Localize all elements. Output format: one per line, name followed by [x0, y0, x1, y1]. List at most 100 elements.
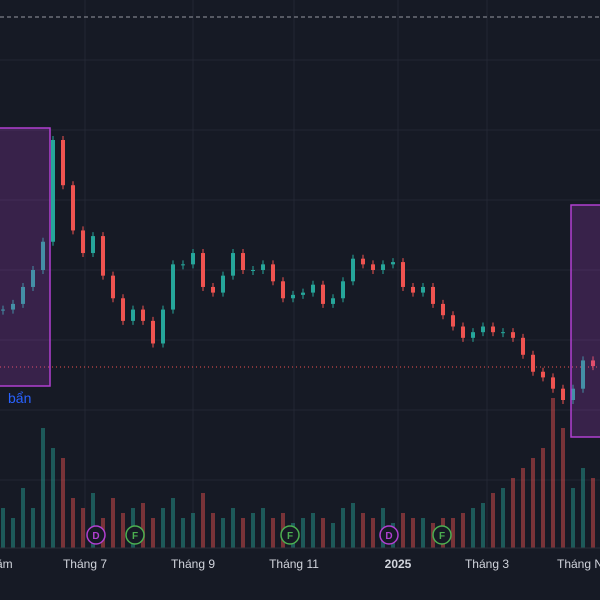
volume-bar	[171, 498, 175, 548]
volume-bar	[191, 513, 195, 548]
volume-bar	[361, 513, 365, 548]
candles	[1, 136, 595, 404]
volume-bar	[331, 523, 335, 548]
candle	[191, 253, 195, 265]
candle	[171, 264, 175, 310]
candle	[491, 326, 495, 333]
volume-bar	[421, 518, 425, 548]
candle	[551, 377, 555, 389]
volume-bar	[571, 488, 575, 548]
volume-bar	[541, 448, 545, 548]
candle	[331, 298, 335, 304]
candle	[81, 230, 85, 254]
volume-bar	[81, 508, 85, 548]
volume-bar	[251, 513, 255, 548]
candle	[251, 270, 255, 271]
volume-bar	[301, 518, 305, 548]
candle	[131, 309, 135, 321]
x-tick-label: Tháng N	[557, 557, 600, 571]
candle	[261, 264, 265, 270]
candle	[481, 326, 485, 333]
event-label: F	[132, 531, 138, 542]
volume-bar	[551, 398, 555, 548]
candle	[91, 236, 95, 254]
volume-bar	[201, 493, 205, 548]
candle	[271, 264, 275, 282]
event-label: D	[385, 531, 392, 542]
candle	[211, 286, 215, 293]
candle	[521, 337, 525, 355]
volume-bar	[311, 513, 315, 548]
candle	[391, 262, 395, 265]
candle	[141, 309, 145, 321]
candle	[311, 284, 315, 293]
candle	[241, 253, 245, 270]
candle	[441, 303, 445, 316]
candle	[421, 286, 425, 293]
candle	[181, 264, 185, 266]
candle	[281, 281, 285, 299]
event-marker	[86, 525, 106, 545]
volume-bar	[261, 508, 265, 548]
volume-bar	[371, 518, 375, 548]
candle	[341, 281, 345, 299]
candle	[161, 309, 165, 344]
candle	[1, 309, 5, 311]
volume-bar	[111, 498, 115, 548]
volume-bar	[531, 458, 535, 548]
volume-bar	[181, 518, 185, 548]
annotation: bẩn	[8, 390, 31, 406]
candle	[371, 264, 375, 270]
event-marker	[379, 525, 399, 545]
volume-bar	[591, 478, 595, 548]
x-tick-label: Tháng 7	[63, 557, 107, 571]
range-box	[0, 127, 51, 387]
candle	[221, 275, 225, 293]
candle	[361, 258, 365, 265]
x-tick-label: 2025	[385, 557, 412, 571]
volume-bar	[561, 428, 565, 548]
volume-bar	[71, 498, 75, 548]
candle	[301, 292, 305, 295]
event-label: D	[92, 531, 99, 542]
candle	[111, 275, 115, 299]
volume-bar	[21, 488, 25, 548]
candle	[531, 354, 535, 372]
volume-bar	[51, 448, 55, 548]
event-marker	[125, 525, 145, 545]
volume-bar	[411, 518, 415, 548]
candle	[51, 140, 55, 242]
volume-bar	[221, 518, 225, 548]
candle	[121, 298, 125, 321]
volume-bar	[401, 513, 405, 548]
x-tick-label: Tháng 9	[171, 557, 215, 571]
candle	[351, 258, 355, 282]
volume-bar	[151, 518, 155, 548]
candle	[541, 371, 545, 378]
volume-bar	[351, 503, 355, 548]
candle	[201, 253, 205, 287]
volume-bar	[581, 468, 585, 548]
volume-bar	[481, 503, 485, 548]
candle	[151, 320, 155, 344]
volume-bar	[501, 488, 505, 548]
candle	[381, 264, 385, 270]
event-label: F	[287, 531, 293, 542]
volume-bar	[41, 428, 45, 548]
volume-bar	[491, 493, 495, 548]
candle	[321, 284, 325, 304]
x-tick-label: Tháng 3	[465, 557, 509, 571]
candle	[31, 270, 35, 287]
volume-bar	[211, 513, 215, 548]
candle	[591, 360, 595, 367]
candle	[71, 185, 75, 231]
candle	[471, 332, 475, 338]
volume-bar	[31, 508, 35, 548]
volume-bar	[321, 518, 325, 548]
candle	[101, 236, 105, 276]
event-label: F	[439, 531, 445, 542]
